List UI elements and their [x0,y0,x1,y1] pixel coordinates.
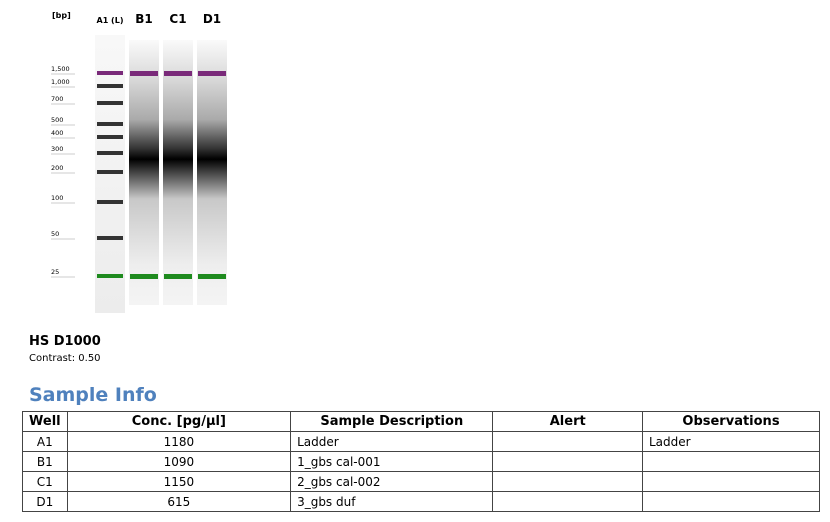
size-label: 1,500 [51,65,70,73]
lane [197,40,227,305]
size-label: 100 [51,194,63,202]
table-cell: 1180 [66,431,292,452]
lane-label: C1 [169,12,186,26]
sample-table: Well Conc. [pg/µl] Sample Description Alert… [22,411,821,512]
table-row: A1 1180 Ladder Ladder [22,431,821,452]
marker-lower [198,274,226,279]
ladder-band [97,236,123,240]
size-label: 500 [51,116,63,124]
ladder-band [97,71,123,75]
lane [129,40,159,305]
table-cell: 2_gbs cal-002 [290,471,494,492]
unit-label: [bp] [52,11,71,20]
table-cell: B1 [22,451,68,472]
ladder-band [97,274,123,278]
assay: HS D1000 [29,334,101,349]
table-cell: Ladder [641,431,821,452]
marker-lower [164,274,192,279]
ladder-band [97,151,123,155]
size-label: 1,000 [51,78,70,86]
ladder-band [97,101,123,105]
marker-lower [130,274,158,279]
table-cell: D1 [22,491,68,512]
marker-upper [198,71,226,76]
size-label: 200 [51,164,63,172]
table-cell [492,451,643,472]
table-cell [492,431,643,452]
table-cell [641,451,821,472]
table-row: D1 615 3_gbs duf [22,491,821,512]
lane-label: B1 [135,12,153,26]
ladder-band [97,170,123,174]
size-label: 50 [51,230,59,238]
column-header: Sample Description [290,411,494,432]
gel-image: [bp] 1,500 1,000 700 500 400 300 200 100 50 25 A1 … [51,11,227,313]
size-label: 25 [51,268,59,276]
lane [163,40,193,305]
table-cell: Ladder [290,431,494,452]
ladder-band [97,200,123,204]
contrast: Contrast: 0.50 [29,353,101,364]
lane-label: D1 [203,12,221,26]
table-cell [492,471,643,492]
table-cell: 3_gbs duf [290,491,494,512]
ladder-band [97,135,123,139]
table-row: B1 1090 1_gbs cal-001 [22,451,821,472]
table-cell: 1150 [66,471,292,492]
table-cell: 615 [66,491,292,512]
size-label: 300 [51,145,63,153]
table-cell [492,491,643,512]
size-label: 400 [51,129,63,137]
marker-upper [130,71,158,76]
lane-label: A1 (L) [97,16,124,25]
table-cell: 1_gbs cal-001 [290,451,494,472]
table-cell: C1 [22,471,68,492]
ladder-band [97,122,123,126]
table-cell: A1 [22,431,68,452]
column-header: Alert [492,411,643,432]
column-header: Observations [641,411,821,432]
ladder-band [97,84,123,88]
table-row: C1 1150 2_gbs cal-002 [22,471,821,492]
table-cell: 1090 [66,451,292,472]
column-header: Well [22,411,68,432]
size-label: 700 [51,95,63,103]
table-cell [641,471,821,492]
marker-upper [164,71,192,76]
section-title: Sample Info [29,384,157,406]
table-cell [641,491,821,512]
column-header: Conc. [pg/µl] [66,411,292,432]
